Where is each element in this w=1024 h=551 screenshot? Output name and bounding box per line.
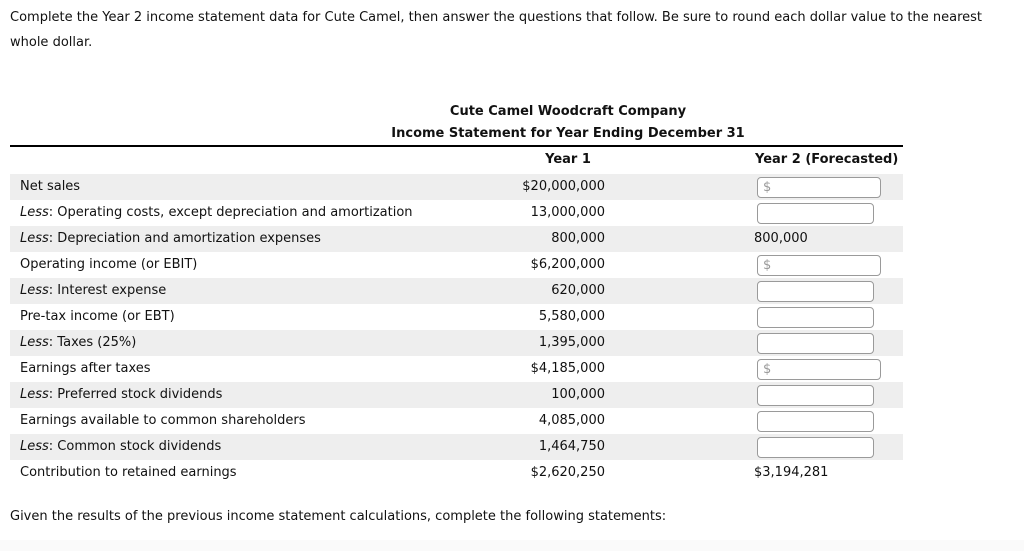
year2-column-header: Year 2 (Forecasted): [755, 152, 899, 167]
dollar-prefix: $: [763, 361, 772, 377]
year2-value-depreciation: 800,000: [754, 231, 808, 246]
year1-value: $4,185,000: [530, 361, 605, 376]
year2-value-retained-earnings: $3,194,281: [754, 465, 829, 480]
year2-inputbox-operating-costs: [757, 202, 874, 224]
row-label: Operating income (or EBIT): [20, 257, 198, 272]
instruction-line-1: Complete the Year 2 income statement dat…: [10, 10, 983, 25]
year2-input-ebt[interactable]: [758, 308, 873, 326]
year2-input-preferred-dividends[interactable]: [758, 386, 873, 404]
year2-inputbox-interest: [757, 280, 874, 302]
year1-value: $2,620,250: [530, 465, 605, 480]
year2-input-taxes[interactable]: [758, 334, 873, 352]
year2-input-operating-costs[interactable]: [758, 204, 873, 222]
year2-inputbox-preferred-dividends: [757, 384, 874, 406]
row-label: Pre-tax income (or EBT): [20, 309, 175, 324]
year2-inputbox-common-dividends: [757, 436, 874, 458]
table-row: Operating income (or EBIT) $6,200,000 $: [10, 252, 903, 278]
row-label: Less: Interest expense: [20, 283, 167, 298]
row-label: Less: Preferred stock dividends: [20, 387, 223, 402]
table-row: Less: Interest expense 620,000: [10, 278, 903, 304]
year2-inputbox-earnings-common: [757, 410, 874, 432]
income-statement-table: Cute Camel Woodcraft Company Income Stat…: [10, 0, 903, 500]
dollar-prefix: $: [763, 257, 772, 273]
year2-input-net-sales[interactable]: [771, 178, 880, 196]
year1-value: 100,000: [551, 387, 605, 402]
year2-input-earnings-after-taxes[interactable]: [771, 360, 880, 378]
table-row: Net sales $20,000,000 $: [10, 174, 903, 200]
table-row: Less: Preferred stock dividends 100,000: [10, 382, 903, 408]
year1-value: 13,000,000: [530, 205, 605, 220]
year2-inputbox-net-sales: $: [757, 176, 881, 198]
instruction-line-2: whole dollar.: [10, 35, 93, 50]
row-label: Net sales: [20, 179, 81, 194]
row-label: Earnings available to common shareholder…: [20, 413, 306, 428]
table-row: Contribution to retained earnings $2,620…: [10, 460, 903, 486]
table-row: Earnings after taxes $4,185,000 $: [10, 356, 903, 382]
year1-value: 800,000: [551, 231, 605, 246]
year2-input-ebit[interactable]: [771, 256, 880, 274]
row-label: Less: Taxes (25%): [20, 335, 137, 350]
year1-value: 1,395,000: [538, 335, 605, 350]
year1-value: 620,000: [551, 283, 605, 298]
table-row: Earnings available to common shareholder…: [10, 408, 903, 434]
table-top-rule: [10, 145, 903, 147]
year2-inputbox-earnings-after-taxes: $: [757, 358, 881, 380]
year2-input-earnings-common[interactable]: [758, 412, 873, 430]
followup-prompt-text: Given the results of the previous income…: [10, 509, 667, 524]
instruction-text: Complete the Year 2 income statement dat…: [10, 5, 982, 55]
table-title: Cute Camel Woodcraft Company: [449, 104, 687, 119]
year1-value: $20,000,000: [522, 179, 605, 194]
row-label: Less: Common stock dividends: [20, 439, 222, 454]
table-row: Pre-tax income (or EBT) 5,580,000: [10, 304, 903, 330]
year2-inputbox-ebt: [757, 306, 874, 328]
row-label: Contribution to retained earnings: [20, 465, 237, 480]
table-subtitle: Income Statement for Year Ending Decembe…: [391, 126, 745, 141]
year2-input-common-dividends[interactable]: [758, 438, 873, 456]
table-row: Less: Depreciation and amortization expe…: [10, 226, 903, 252]
row-label: Earnings after taxes: [20, 361, 151, 376]
year2-input-interest[interactable]: [758, 282, 873, 300]
year2-inputbox-taxes: [757, 332, 874, 354]
year1-value: 4,085,000: [538, 413, 605, 428]
year1-value: $6,200,000: [530, 257, 605, 272]
dollar-prefix: $: [763, 179, 772, 195]
year1-value: 1,464,750: [538, 439, 605, 454]
row-label: Less: Depreciation and amortization expe…: [20, 231, 321, 246]
table-row: Less: Taxes (25%) 1,395,000: [10, 330, 903, 356]
year1-column-header: Year 1: [545, 152, 591, 167]
table-row: Less: Operating costs, except depreciati…: [10, 200, 903, 226]
row-label: Less: Operating costs, except depreciati…: [20, 205, 413, 220]
next-section-edge: [0, 540, 1024, 551]
year2-inputbox-ebit: $: [757, 254, 881, 276]
table-row: Less: Common stock dividends 1,464,750: [10, 434, 903, 460]
year1-value: 5,580,000: [538, 309, 605, 324]
